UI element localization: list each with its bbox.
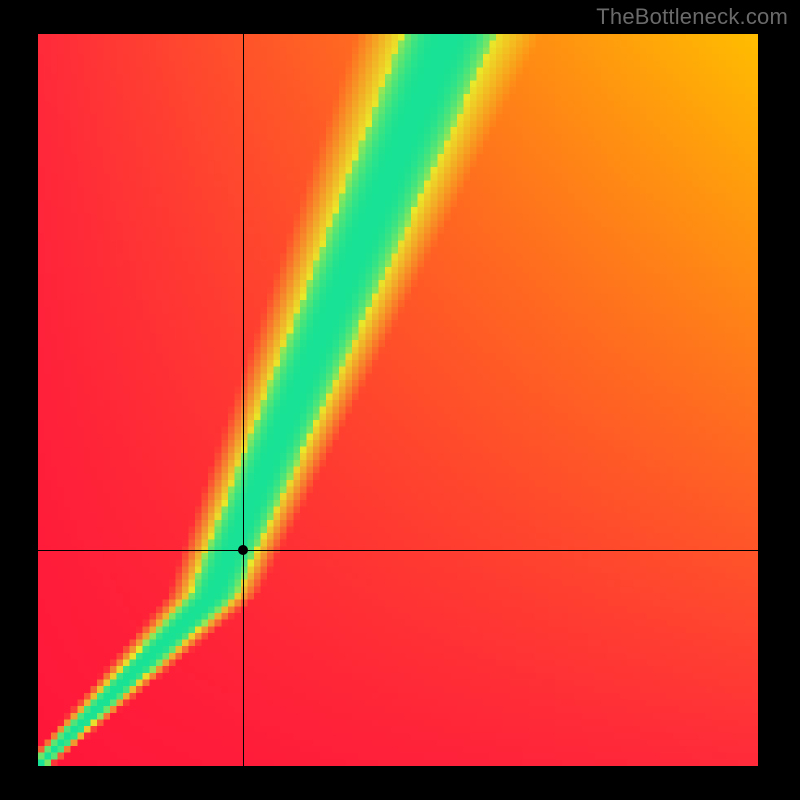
crosshair-vertical	[243, 34, 244, 766]
heatmap-canvas	[38, 34, 758, 766]
chart-container: TheBottleneck.com	[0, 0, 800, 800]
crosshair-horizontal	[38, 550, 758, 551]
watermark-text: TheBottleneck.com	[596, 4, 788, 30]
marker-point	[238, 545, 248, 555]
